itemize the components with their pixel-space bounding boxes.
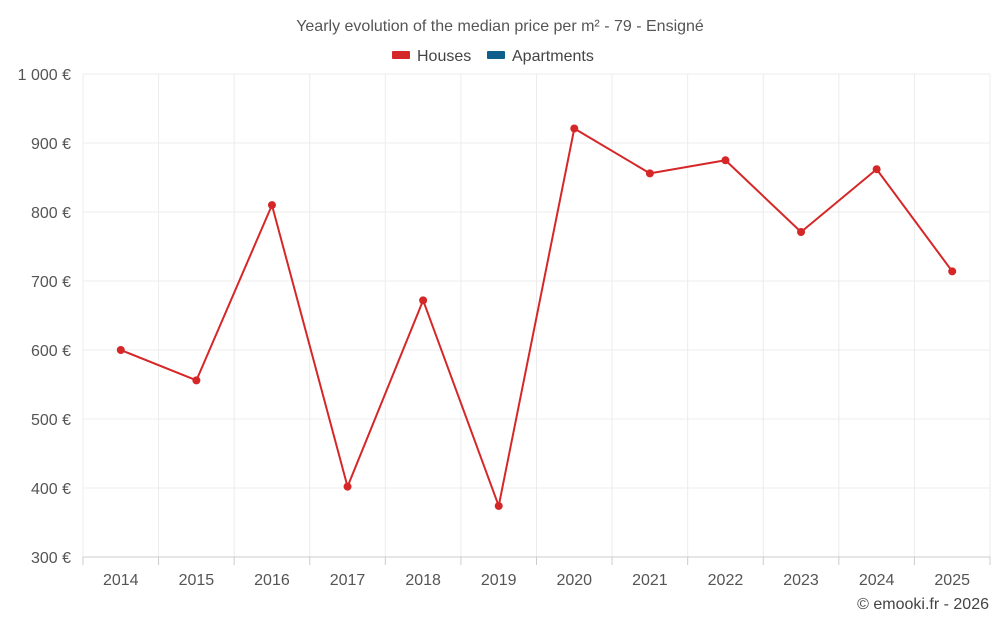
y-tick-label: 500 € bbox=[31, 412, 71, 429]
x-tick-label-2024: 2024 bbox=[859, 572, 895, 589]
x-tick-label-2015: 2015 bbox=[179, 572, 215, 589]
data-point-houses-2025[interactable] bbox=[948, 267, 957, 276]
data-point-houses-2023[interactable] bbox=[797, 228, 806, 237]
chart-grid bbox=[82, 73, 991, 558]
legend-label-apartments: Apartments bbox=[512, 48, 594, 65]
y-axis: 300 € 400 € 500 € 600 € 700 € 800 € 900 € 1 000… bbox=[18, 67, 71, 567]
x-tick-label-2018: 2018 bbox=[405, 572, 441, 589]
chart-title: Yearly evolution of the median price per… bbox=[296, 18, 704, 35]
chart-series bbox=[116, 124, 957, 510]
legend-swatch-apartments bbox=[487, 51, 505, 59]
legend-item-apartments[interactable]: Apartments bbox=[487, 48, 594, 65]
x-tick-label-2019: 2019 bbox=[481, 572, 517, 589]
x-axis: 2014 2015 2016 2017 2018 2019 2020 2021 2022 2023… bbox=[82, 556, 991, 589]
data-point-houses-2020[interactable] bbox=[570, 124, 579, 133]
data-point-houses-2024[interactable] bbox=[872, 165, 881, 174]
data-point-houses-2015[interactable] bbox=[192, 376, 201, 385]
x-tick-label-2016: 2016 bbox=[254, 572, 290, 589]
x-tick-label-2020: 2020 bbox=[556, 572, 592, 589]
data-point-houses-2022[interactable] bbox=[721, 156, 730, 165]
legend-item-houses[interactable]: Houses bbox=[392, 48, 471, 65]
credit-text: © emooki.fr - 2026 bbox=[857, 596, 989, 613]
series-line-houses bbox=[120, 127, 954, 507]
x-tick-label-2014: 2014 bbox=[103, 572, 139, 589]
data-point-houses-2016[interactable] bbox=[267, 201, 276, 210]
data-point-houses-2019[interactable] bbox=[494, 501, 503, 510]
x-tick-label-2022: 2022 bbox=[708, 572, 744, 589]
data-point-houses-2021[interactable] bbox=[645, 169, 654, 178]
y-tick-label: 900 € bbox=[31, 136, 71, 153]
x-tick-label-2025: 2025 bbox=[934, 572, 970, 589]
y-tick-label: 800 € bbox=[31, 205, 71, 222]
y-tick-label: 400 € bbox=[31, 481, 71, 498]
x-tick-label-2017: 2017 bbox=[330, 572, 366, 589]
legend-swatch-houses bbox=[392, 51, 410, 59]
legend-label-houses: Houses bbox=[417, 48, 471, 65]
chart-legend: Houses Apartments bbox=[392, 48, 594, 65]
y-tick-label: 600 € bbox=[31, 343, 71, 360]
x-tick-label-2023: 2023 bbox=[783, 572, 819, 589]
data-point-houses-2018[interactable] bbox=[419, 296, 428, 305]
data-point-houses-2017[interactable] bbox=[343, 482, 352, 491]
x-tick-label-2021: 2021 bbox=[632, 572, 668, 589]
y-tick-label: 300 € bbox=[31, 550, 71, 567]
data-point-houses-2014[interactable] bbox=[116, 346, 125, 354]
y-tick-label: 700 € bbox=[31, 274, 71, 291]
y-tick-label: 1 000 € bbox=[18, 67, 71, 84]
